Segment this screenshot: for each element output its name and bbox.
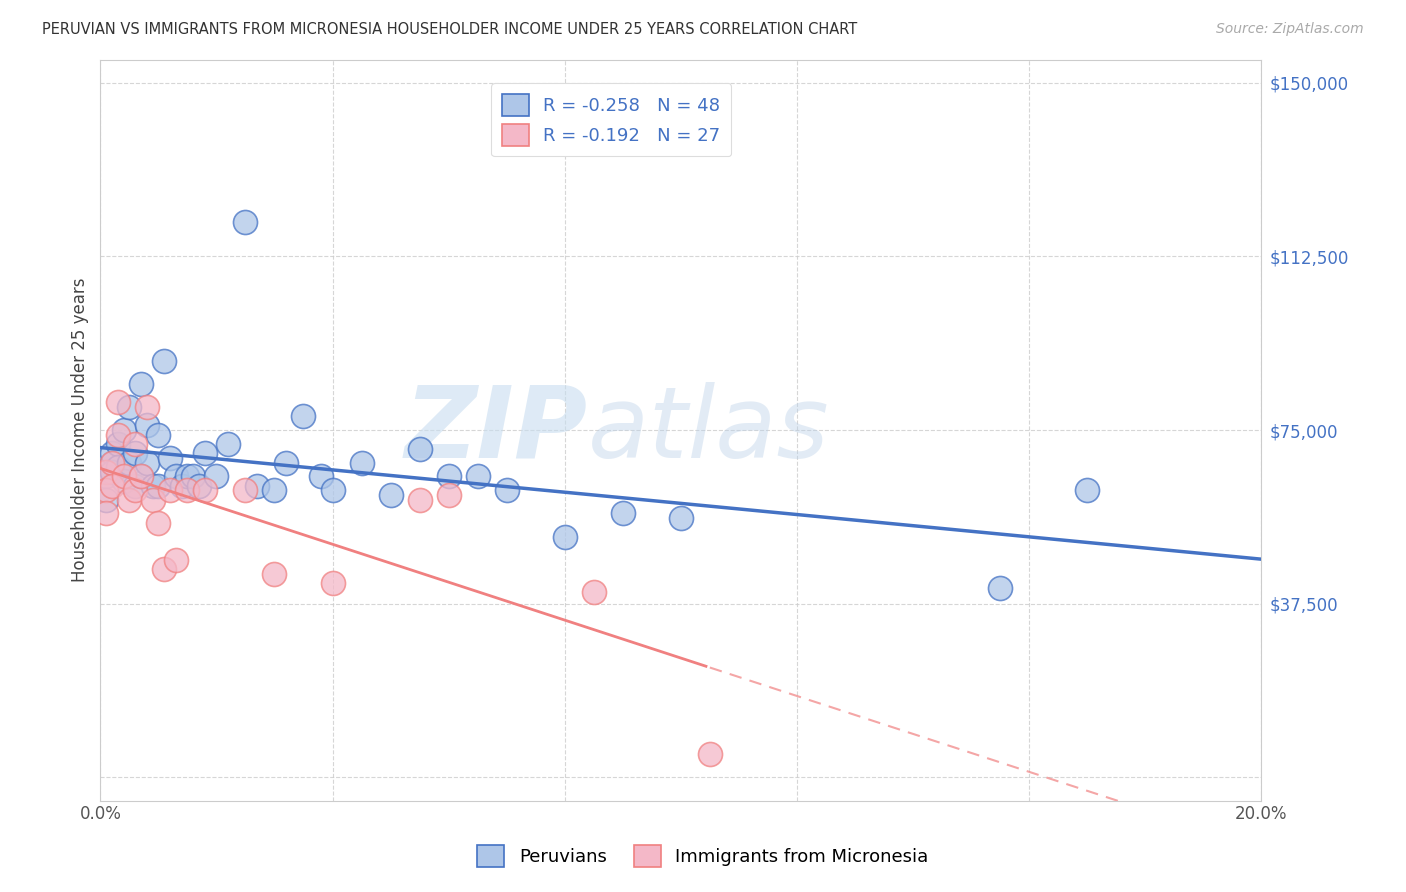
Point: [217, 437, 239, 451]
Legend: Peruvians, Immigrants from Micronesia: Peruvians, Immigrants from Micronesia: [470, 838, 936, 874]
Point: [188, 478, 211, 492]
Y-axis label: Householder Income Under 25 years: Householder Income Under 25 years: [72, 278, 89, 582]
Point: [263, 483, 285, 498]
Point: [148, 478, 170, 492]
Point: [194, 483, 217, 498]
Point: [124, 437, 146, 451]
Point: [292, 409, 315, 424]
Text: ZIP: ZIP: [405, 382, 588, 479]
Point: [408, 492, 430, 507]
Point: [135, 400, 157, 414]
Point: [194, 446, 217, 460]
Point: [246, 478, 269, 492]
Point: [350, 456, 373, 470]
Point: [96, 507, 118, 521]
Point: [112, 469, 135, 483]
Point: [205, 469, 228, 483]
Point: [107, 460, 129, 475]
Point: [142, 492, 165, 507]
Text: atlas: atlas: [588, 382, 830, 479]
Point: [118, 492, 141, 507]
Point: [101, 456, 124, 470]
Point: [495, 483, 517, 498]
Point: [263, 566, 285, 581]
Point: [135, 418, 157, 433]
Point: [96, 483, 118, 498]
Point: [96, 469, 118, 483]
Point: [181, 469, 204, 483]
Point: [159, 483, 181, 498]
Point: [699, 747, 721, 762]
Point: [101, 478, 124, 492]
Point: [129, 376, 152, 391]
Point: [612, 507, 634, 521]
Point: [274, 456, 297, 470]
Point: [148, 516, 170, 530]
Point: [118, 400, 141, 414]
Point: [165, 469, 187, 483]
Point: [159, 450, 181, 465]
Point: [437, 469, 460, 483]
Point: [235, 483, 257, 498]
Point: [107, 427, 129, 442]
Point: [235, 215, 257, 229]
Point: [107, 437, 129, 451]
Point: [101, 456, 124, 470]
Point: [1076, 483, 1098, 498]
Point: [408, 442, 430, 456]
Point: [321, 483, 343, 498]
Point: [118, 456, 141, 470]
Point: [170, 478, 193, 492]
Point: [129, 469, 152, 483]
Point: [176, 469, 198, 483]
Point: [988, 581, 1011, 595]
Point: [101, 465, 124, 479]
Point: [112, 474, 135, 488]
Point: [153, 562, 176, 576]
Point: [148, 427, 170, 442]
Point: [321, 576, 343, 591]
Point: [112, 423, 135, 437]
Point: [101, 446, 124, 460]
Point: [142, 478, 165, 492]
Point: [309, 469, 332, 483]
Point: [96, 465, 118, 479]
Text: PERUVIAN VS IMMIGRANTS FROM MICRONESIA HOUSEHOLDER INCOME UNDER 25 YEARS CORRELA: PERUVIAN VS IMMIGRANTS FROM MICRONESIA H…: [42, 22, 858, 37]
Point: [153, 353, 176, 368]
Point: [107, 395, 129, 409]
Point: [669, 511, 692, 525]
Point: [124, 446, 146, 460]
Point: [124, 478, 146, 492]
Point: [437, 488, 460, 502]
Point: [129, 469, 152, 483]
Point: [124, 483, 146, 498]
Point: [467, 469, 489, 483]
Point: [165, 553, 187, 567]
Point: [380, 488, 402, 502]
Point: [554, 530, 576, 544]
Point: [96, 492, 118, 507]
Text: Source: ZipAtlas.com: Source: ZipAtlas.com: [1216, 22, 1364, 37]
Point: [582, 585, 605, 599]
Point: [135, 456, 157, 470]
Legend: R = -0.258   N = 48, R = -0.192   N = 27: R = -0.258 N = 48, R = -0.192 N = 27: [491, 84, 731, 156]
Point: [176, 483, 198, 498]
